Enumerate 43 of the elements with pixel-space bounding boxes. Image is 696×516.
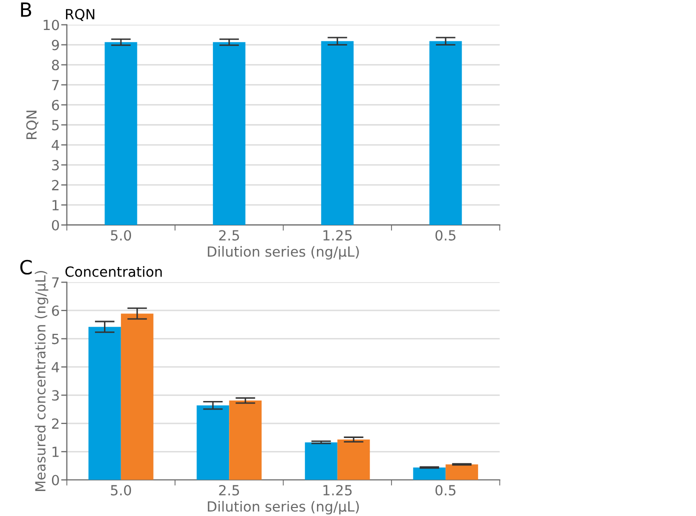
y-tick-label: 6 (52, 100, 59, 110)
chart-title: Concentration (65, 266, 162, 277)
bar (120, 314, 154, 480)
y-tick-label: 8 (52, 60, 59, 70)
x-tick-label: 0.5 (435, 230, 456, 241)
x-tick-label: 5.0 (110, 230, 132, 241)
text: B (21, 2, 32, 17)
y-tick-label: 5 (52, 334, 59, 344)
text: C (20, 260, 32, 275)
y-tick-label: 4 (52, 140, 60, 150)
x-axis-title: Dilution series (ng/µL) (208, 246, 359, 260)
x-tick-label: 2.5 (219, 484, 239, 496)
x-tick-label: 0.5 (435, 484, 456, 496)
bar (196, 405, 230, 480)
x-tick-label: 2.5 (219, 230, 239, 241)
x-tick-label: 1.25 (323, 230, 352, 241)
x-tick-label: 5.0 (110, 484, 132, 496)
y-tick-label: 7 (52, 277, 59, 288)
y-tick-label: 4 (52, 362, 60, 372)
y-axis-title: Measured concentration (ng/µL) (34, 270, 48, 491)
bar (229, 400, 262, 480)
chart-title: RQN (66, 8, 94, 22)
bar (446, 464, 478, 480)
y-axis-title: RQN (26, 110, 38, 139)
bar (413, 467, 446, 480)
y-tick-label: 5 (52, 120, 59, 130)
y-tick-label: 6 (52, 305, 59, 316)
y-tick-label: 3 (52, 390, 59, 401)
y-tick-label: 2 (52, 180, 58, 190)
y-tick-label: 10 (44, 20, 59, 30)
x-axis-title: Dilution series (ng/µL) (208, 500, 359, 514)
y-tick-label: 0 (52, 474, 59, 486)
y-tick-label: 1 (52, 200, 59, 210)
y-tick-label: 3 (52, 160, 59, 170)
y-tick-label: 7 (52, 80, 59, 90)
y-tick-label: 2 (52, 418, 58, 429)
bar (88, 326, 121, 480)
bar (337, 440, 370, 480)
bar (304, 442, 338, 480)
y-tick-label: 1 (52, 446, 59, 457)
y-tick-label: 0 (52, 220, 59, 230)
y-tick-label: 9 (52, 40, 59, 50)
x-tick-label: 1.25 (323, 484, 352, 496)
